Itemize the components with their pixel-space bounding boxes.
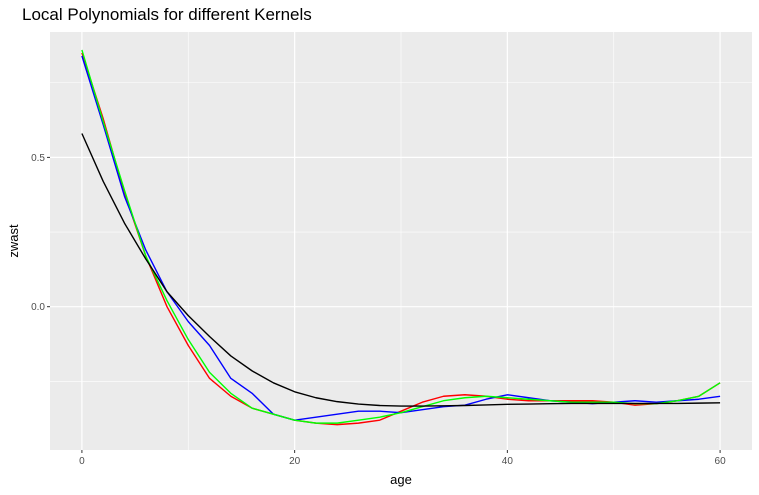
x-tick-label: 0 xyxy=(79,456,85,467)
series-line-3 xyxy=(81,49,721,424)
chart-title: Local Polynomials for different Kernels xyxy=(22,5,312,24)
axis-tick-labels: 0 20 40 60 0.0 0.5 xyxy=(31,153,726,467)
x-tick-label: 60 xyxy=(715,456,727,467)
series-line-4 xyxy=(81,133,721,407)
series-layer xyxy=(81,49,721,426)
y-tick-label: 0.5 xyxy=(31,153,45,164)
x-tick-label: 20 xyxy=(289,456,301,467)
x-tick-label: 40 xyxy=(502,456,514,467)
minor-gridlines xyxy=(50,32,752,450)
y-tick-label: 0.0 xyxy=(31,302,45,313)
y-axis-title: zwast xyxy=(6,224,21,258)
x-axis-title: age xyxy=(390,472,412,487)
axis-ticks xyxy=(47,156,721,453)
